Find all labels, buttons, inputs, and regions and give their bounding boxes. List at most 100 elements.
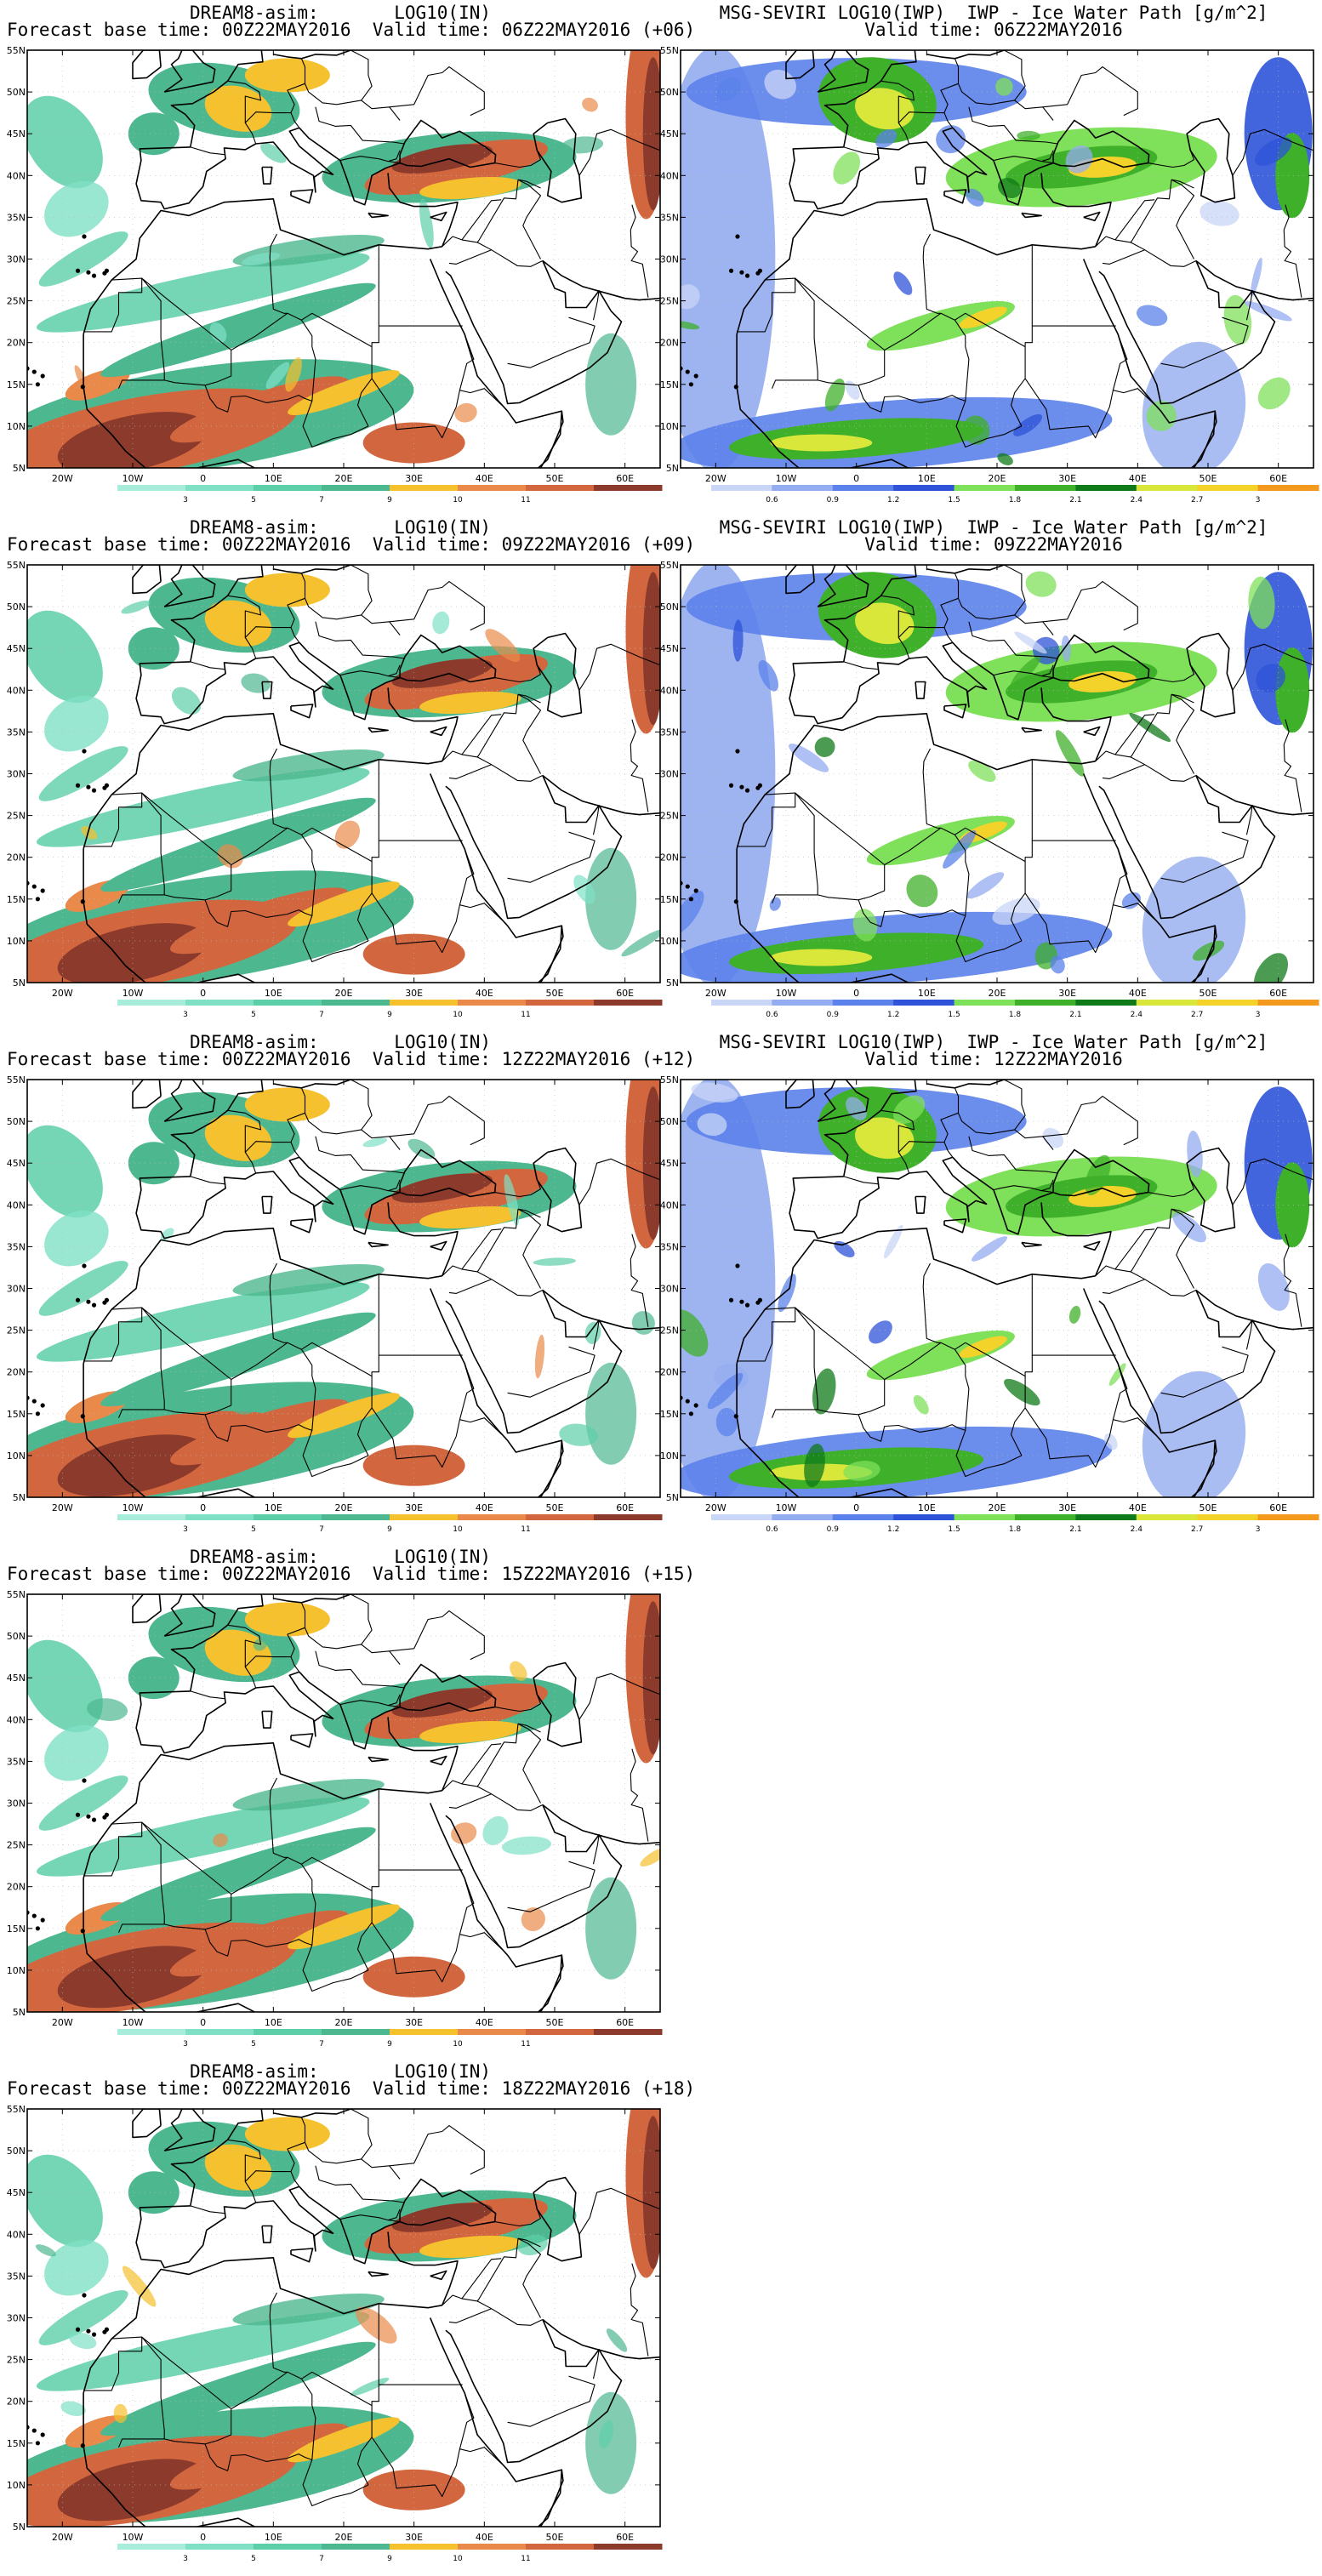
lon-tick-label: 20E xyxy=(335,2532,353,2543)
colorbar-label: 0.9 xyxy=(827,496,840,504)
gridlines xyxy=(681,565,1313,983)
colorbar-swatch xyxy=(117,2029,186,2035)
panel-title-line1: DREAM8-asim: LOG10(IN) xyxy=(189,2061,492,2082)
lon-tick-label: 40E xyxy=(476,988,493,999)
lat-tick-label: 45N xyxy=(7,1673,26,1684)
lat-tick-label: 20N xyxy=(7,1882,26,1893)
field-shading xyxy=(27,565,660,983)
lat-tick-label: 35N xyxy=(7,212,26,223)
lon-tick-label: 40E xyxy=(476,2532,493,2543)
colorbar-swatch xyxy=(185,485,254,491)
lat-tick-label: 25N xyxy=(660,296,679,307)
lat-tick-label: 50N xyxy=(660,1116,679,1127)
lat-tick-label: 20N xyxy=(660,852,679,863)
colorbar-label: 11 xyxy=(521,496,530,504)
field-shading xyxy=(27,1594,660,2012)
colorbar-swatch xyxy=(254,2029,322,2035)
colorbar-swatch xyxy=(526,2544,595,2550)
lat-tick-label: 15N xyxy=(660,894,679,905)
colorbar-label: 7 xyxy=(319,1525,324,1533)
colorbar-swatch xyxy=(711,1514,772,1520)
gridlines xyxy=(27,1594,660,2012)
colorbar-swatch xyxy=(1197,1514,1259,1520)
lon-tick-label: 20W xyxy=(705,1502,727,1513)
panel-title-line2: Forecast base time: 00Z22MAY2016 Valid t… xyxy=(7,534,696,555)
map-msg-06: 55N 50N 45N 40N 35N 30N 25N 20N 15N 10N 5N 20W 10W 0 1… xyxy=(660,45,1319,504)
colorbar-label: 1.2 xyxy=(887,1525,899,1533)
colorbar-swatch xyxy=(1197,485,1259,491)
colorbar-swatch xyxy=(954,1000,1016,1006)
colorbar-label: 5 xyxy=(251,2040,256,2048)
lat-tick-label: 45N xyxy=(7,2187,26,2198)
lat-tick-label: 25N xyxy=(660,811,679,822)
colorbar-swatch xyxy=(1075,485,1137,491)
colorbar-swatch xyxy=(117,1000,186,1006)
lat-tick-label: 35N xyxy=(7,727,26,738)
map-dream-06: 55N 50N 45N 40N 35N 30N 25N 20N 15N 10N 5N 20W 10W 0 1… xyxy=(7,45,663,504)
lat-tick-label: 55N xyxy=(660,1074,679,1086)
lon-tick-label: 50E xyxy=(546,2017,564,2028)
lat-tick-label: 35N xyxy=(660,1241,679,1252)
colorbar-label: 9 xyxy=(387,2040,392,2048)
coastlines xyxy=(27,565,660,983)
colorbar-swatch xyxy=(594,1000,663,1006)
colorbar-swatch xyxy=(832,485,894,491)
lon-tick-label: 20W xyxy=(52,473,73,484)
panel-dream-18: DREAM8-asim: LOG10(IN) Forecast base tim… xyxy=(7,2060,695,2562)
colorbar-swatch xyxy=(185,1514,254,1520)
dream-colorbar: 3 5 7 9 10 11 xyxy=(117,2029,663,2048)
map-dream-09: 55N 50N 45N 40N 35N 30N 25N 20N 15N 10N 5N 20W 10W 0 1… xyxy=(7,560,663,1018)
colorbar-label: 1.8 xyxy=(1009,496,1022,504)
lon-tick-label: 50E xyxy=(546,1502,564,1513)
panel-title-line1: MSG-SEVIRI LOG10(IWP) IWP - Ice Water Pa… xyxy=(719,1032,1268,1052)
colorbar-label: 3 xyxy=(1256,1011,1261,1018)
colorbar-swatch xyxy=(1136,1514,1198,1520)
lat-tick-label: 55N xyxy=(7,45,26,56)
lon-tick-label: 0 xyxy=(200,1502,206,1513)
lon-tick-label: 50E xyxy=(546,473,564,484)
lat-tick-label: 50N xyxy=(7,87,26,98)
colorbar-swatch xyxy=(772,1514,834,1520)
colorbar-swatch xyxy=(458,2029,527,2035)
gridlines xyxy=(27,1080,660,1497)
lat-tick-label: 10N xyxy=(660,421,679,432)
lon-tick-label: 20W xyxy=(705,988,727,999)
field-shading xyxy=(681,1080,1313,1497)
lon-tick-label: 20W xyxy=(52,988,73,999)
colorbar-swatch xyxy=(711,485,772,491)
panel-title-line2: Forecast base time: 00Z22MAY2016 Valid t… xyxy=(7,1564,696,1584)
lon-tick-label: 10W xyxy=(776,473,797,484)
lat-tick-label: 20N xyxy=(7,852,26,863)
colorbar-swatch xyxy=(893,1000,955,1006)
lon-tick-label: 30E xyxy=(1058,988,1076,999)
colorbar-swatch xyxy=(390,1514,459,1520)
lat-tick-label: 45N xyxy=(660,1158,679,1169)
colorbar-swatch xyxy=(1136,1000,1198,1006)
msg-colorbar: 0.6 0.9 1.2 1.5 1.8 2.1 2.4 2.7 3 xyxy=(711,1000,1319,1018)
coastlines xyxy=(27,2109,660,2527)
lon-tick-label: 40E xyxy=(1129,1502,1147,1513)
colorbar-swatch xyxy=(254,485,322,491)
lat-tick-label: 30N xyxy=(7,2313,26,2324)
lon-tick-label: 0 xyxy=(853,473,859,484)
colorbar-label: 3 xyxy=(183,1525,188,1533)
colorbar-swatch xyxy=(1257,1000,1319,1006)
lon-tick-label: 20E xyxy=(989,1502,1006,1513)
panel-title-line2: Valid time: 06Z22MAY2016 xyxy=(864,20,1123,40)
panel-title-line2: Valid time: 09Z22MAY2016 xyxy=(864,534,1123,555)
colorbar-label: 0.6 xyxy=(766,496,778,504)
colorbar-swatch xyxy=(254,1000,322,1006)
panel-msg-06: MSG-SEVIRI LOG10(IWP) IWP - Ice Water Pa… xyxy=(660,2,1322,504)
colorbar-swatch xyxy=(1136,485,1198,491)
map-dream-15: 55N 50N 45N 40N 35N 30N 25N 20N 15N 10N 5N 20W 10W 0 1… xyxy=(7,1589,663,2048)
lon-tick-label: 30E xyxy=(405,988,423,999)
colorbar-label: 7 xyxy=(319,496,324,504)
colorbar-swatch xyxy=(390,485,459,491)
colorbar-swatch xyxy=(185,2029,254,2035)
panel-dream-09: DREAM8-asim: LOG10(IN) Forecast base tim… xyxy=(7,516,696,1018)
lat-tick-label: 45N xyxy=(7,643,26,654)
lat-tick-label: 10N xyxy=(7,1450,26,1462)
colorbar-swatch xyxy=(185,2544,254,2550)
colorbar-label: 11 xyxy=(521,1525,530,1533)
lon-tick-label: 10W xyxy=(123,473,144,484)
